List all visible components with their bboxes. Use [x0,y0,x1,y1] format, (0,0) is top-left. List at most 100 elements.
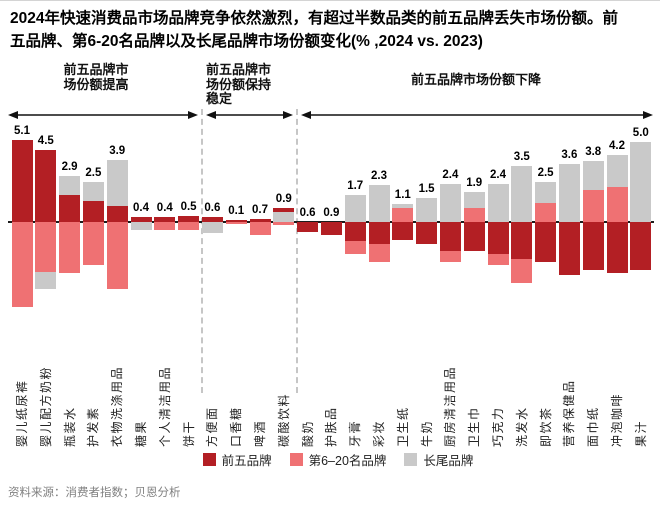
bar-segment-mid [368,244,390,262]
category-label: 酸奶 [300,419,315,447]
bar-segment-top5 [320,222,342,235]
bar-value-label: 2.5 [85,167,102,179]
bar-value-label: 0.9 [323,207,340,219]
chart-title: 2024年快速消费品市场品牌竞争依然激烈，有超过半数品类的前五品牌丢失市场份额。… [10,10,618,50]
category-label: 口香糖 [229,406,244,447]
bar-segment-mid [106,222,128,290]
bar-value-label: 3.5 [513,151,530,163]
legend-swatch-mid [289,453,303,466]
category-label: 护肤品 [324,406,339,447]
bar-segment-top5 [106,206,128,222]
bar-segment-top5 [225,220,247,222]
bar-segment-mid [225,222,247,224]
bar-value-label: 1.1 [394,189,411,202]
bar-value-label: 1.5 [418,183,435,195]
section-label-top5-decline: 前五品牌市场份额下降 [410,72,541,87]
bar-segment-mid [582,190,604,222]
bar-value-label: 0.1 [228,205,245,218]
bar-segment-top5 [154,217,176,222]
category-label: 即饮茶 [538,406,553,447]
bar-segment-tail [487,183,509,222]
bar-segment-top5 [511,222,533,259]
bar-value-label: 0.9 [275,192,292,205]
bar-value-label: 0.5 [180,200,197,213]
bar-segment-tail [463,191,485,208]
category-label: 婴儿配方奶粉 [38,365,53,447]
section-label-top5-stable: 前五品牌市场份额保持稳定 [206,62,272,106]
category-label: 卫生巾 [467,406,482,447]
category-label: 护发素 [86,406,101,447]
bar-segment-top5 [606,222,628,274]
bar-segment-tail [582,161,604,190]
bar-segment-mid [35,222,57,272]
bar-segment-mid [344,241,366,254]
bar-segment-top5 [630,222,652,270]
category-label: 彩妆 [372,419,386,447]
bar-segment-top5 [558,222,580,275]
bar-value-label: 3.8 [585,146,602,159]
bar-segment-top5 [273,207,295,213]
bar-segment-mid [439,250,461,262]
bar-segment-tail [106,159,128,206]
bar-segment-tail [368,185,390,222]
bar-segment-tail [82,182,104,202]
legend-label: 第6–20名品牌 [308,454,387,468]
category-label: 巧克力 [491,406,505,447]
bar-segment-tail [35,271,57,290]
category-label: 卫生纸 [395,406,410,447]
bar-segment-top5 [416,222,438,245]
bar-segment-top5 [582,222,604,270]
category-label: 个人清洁用品 [157,365,172,447]
category-label: 啤酒 [253,419,267,447]
range-arrow-section3 [301,111,653,119]
range-arrow-section1 [8,111,198,119]
bar-value-label: 0.6 [299,207,316,219]
bar-segment-tail [535,182,557,203]
bar-segment-tail [606,154,628,187]
legend-swatch-tail [404,453,418,466]
bar-segment-mid [511,258,533,283]
bar-segment-top5 [487,222,509,254]
bar-segment-top5 [535,222,557,262]
bar-segment-mid [59,222,81,274]
bar-segment-mid [463,207,485,222]
bar-value-label: 2.3 [371,170,387,183]
bar-segment-top5 [249,218,271,222]
bar-value-label: 0.4 [133,202,149,215]
bar-segment-tail [416,198,438,222]
legend-swatch-top5 [202,453,216,466]
bar-value-label: 2.5 [537,167,554,179]
bar-segment-top5 [11,140,33,222]
legend-item-mid: 第6–20名品牌 [289,450,387,469]
bar-value-label: 0.6 [204,202,221,215]
bar-segment-top5 [439,222,461,251]
bar-segment-tail [511,166,533,222]
bar-segment-top5 [82,201,104,222]
category-label: 糖果 [134,419,148,447]
category-label: 牙膏 [348,419,363,447]
bar-segment-tail [392,204,414,208]
bar-segment-mid [154,222,176,230]
category-label: 厨房清洁用品 [443,365,458,447]
legend: 前五品牌 第6–20名品牌 长尾品牌 [8,450,660,469]
bar-segment-tail [59,175,81,195]
bar-segment-mid [249,222,271,235]
category-label: 婴儿纸尿裤 [15,379,29,447]
section-divider-2 [296,109,298,393]
range-arrow-section2 [206,111,293,119]
bar-segment-mid [535,202,557,222]
bar-segment-top5 [59,194,81,222]
category-label: 牛奶 [419,419,434,447]
category-label: 瓶装水 [62,406,77,447]
bar-segment-mid [606,186,628,222]
bar-value-label: 2.4 [490,168,506,181]
bar-segment-top5 [201,217,223,222]
bar-segment-mid [11,222,33,307]
category-label: 洗发水 [514,406,529,447]
bar-value-label: 4.2 [609,139,625,152]
bar-segment-mid [82,222,104,266]
bar-value-label: 3.9 [109,144,126,157]
bar-value-label: 1.9 [466,176,483,189]
bar-value-label: 5.1 [14,125,30,138]
